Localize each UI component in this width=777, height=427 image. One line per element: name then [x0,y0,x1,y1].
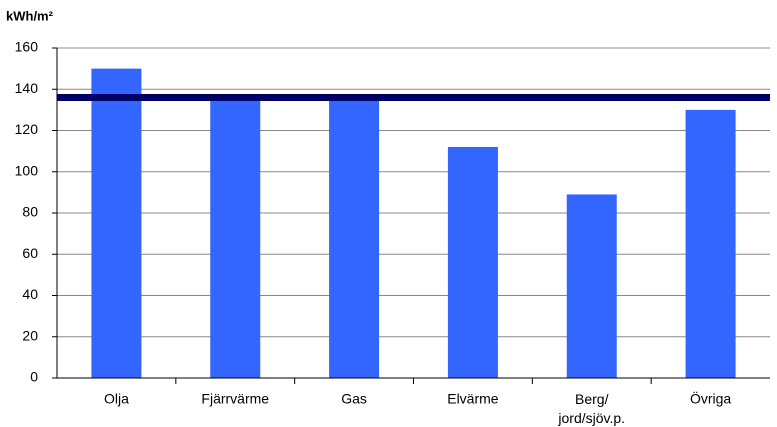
x-tick-label: Fjärrvärme [201,391,269,407]
bar [210,95,261,378]
y-tick-label: 60 [22,245,38,261]
bar [91,68,142,378]
y-tick-label: 80 [22,204,38,220]
y-tick-label: 160 [15,39,39,55]
y-tick-label: 0 [30,369,38,385]
y-tick-label: 120 [15,121,39,137]
bar [329,97,380,378]
y-tick-label: 40 [22,286,38,302]
y-tick-label: 20 [22,327,38,343]
x-tick-label: Elvärme [447,391,499,407]
x-tick-label: Övriga [690,390,731,407]
y-tick-label: 140 [15,80,39,96]
y-tick-label: 100 [15,162,39,178]
y-axis-label: kWh/m² [6,8,54,23]
bar [447,147,498,378]
bar [685,109,736,378]
x-tick-label: Berg/jord/sjöv.p. [557,391,625,426]
bar [566,194,617,378]
x-tick-label: Gas [341,391,367,407]
x-tick-label: Olja [104,391,129,407]
